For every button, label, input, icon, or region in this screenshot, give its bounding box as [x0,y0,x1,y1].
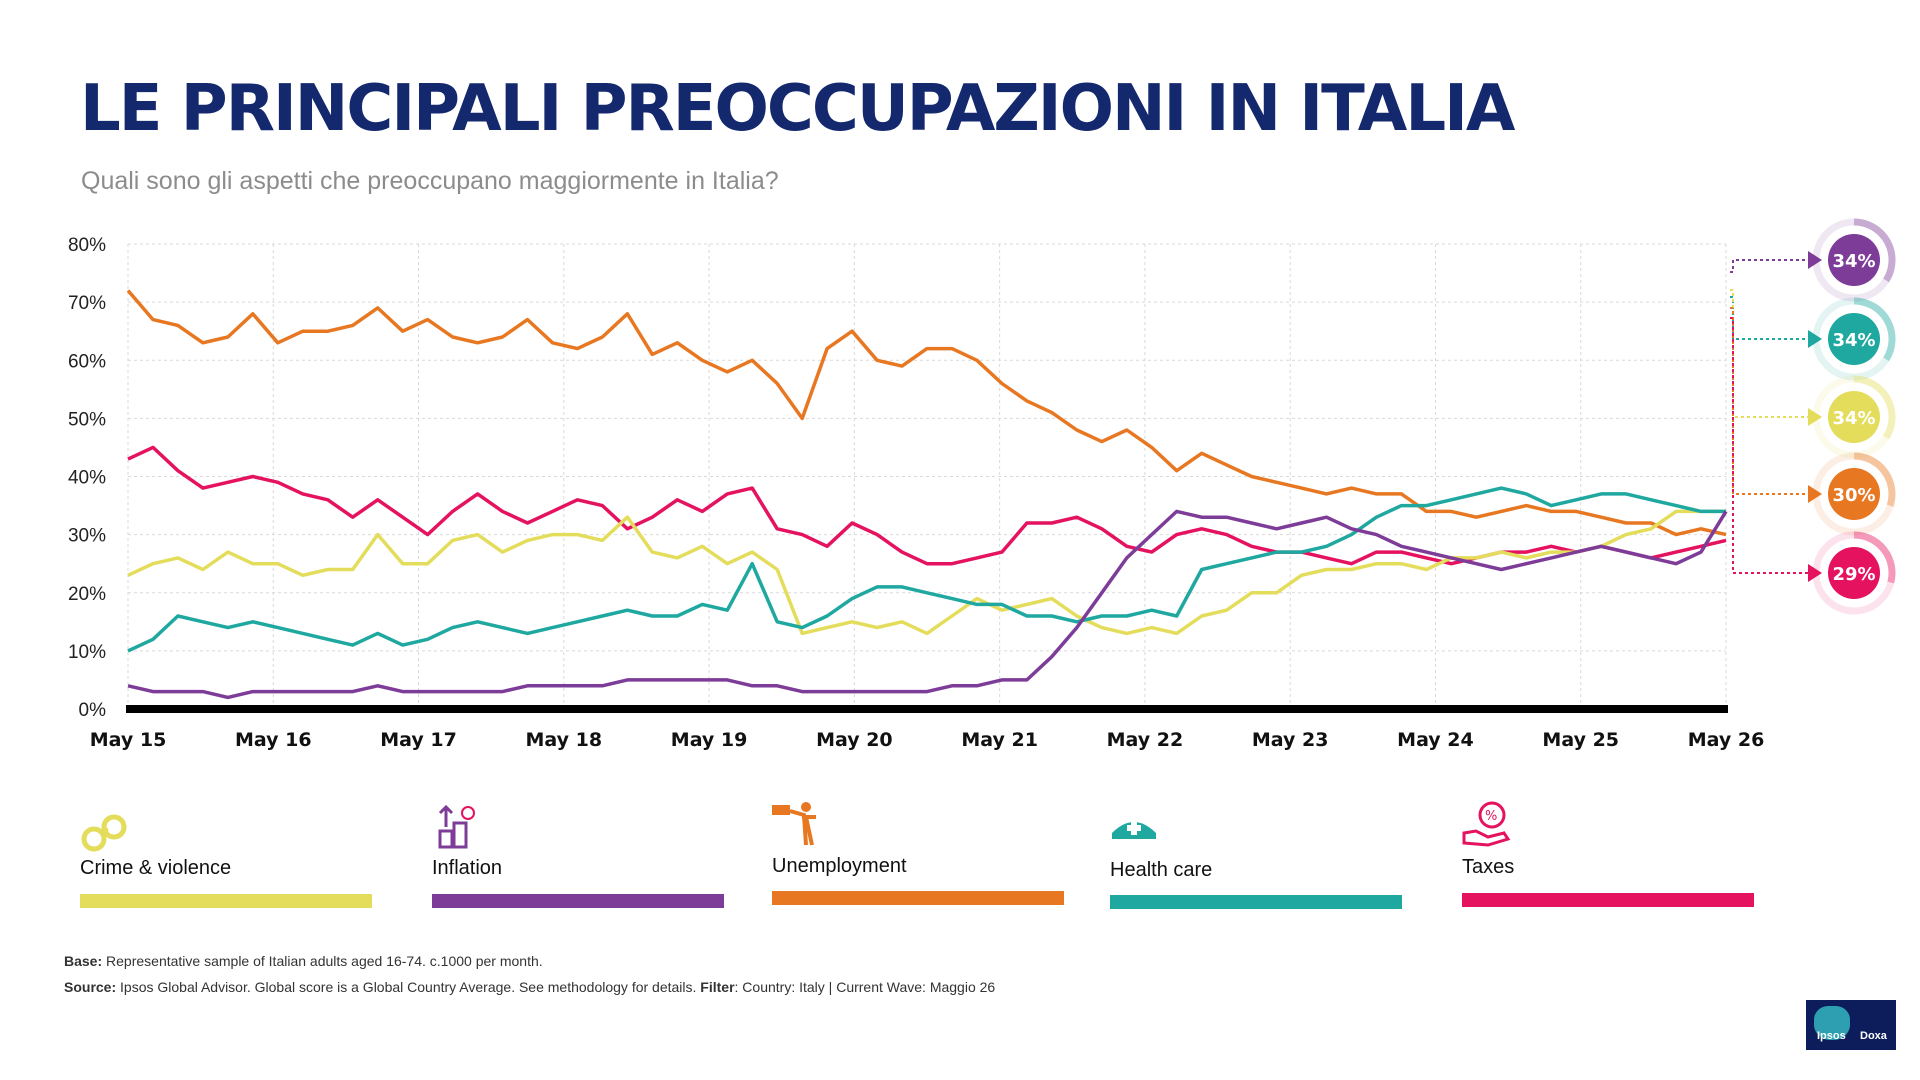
legend-swatch [772,891,1064,905]
legend-label: Taxes [1462,856,1515,878]
legend-swatch [1462,893,1754,907]
pointing-figure-icon [772,802,816,846]
value-badge [1828,234,1880,286]
badge-connector [1730,259,1810,273]
badge-arrowhead [1808,251,1822,269]
tax-hand-icon: % [1462,801,1511,847]
series-line-crime-violence [127,509,1726,636]
badge-arrowhead [1808,485,1822,503]
badge-ring-value [1853,531,1896,584]
legend-swatch [80,894,372,908]
badge-arrowhead [1808,564,1822,582]
series-line-health-care [127,486,1726,653]
handcuffs-icon [81,814,127,852]
x-tick-label: May 20 [816,729,893,751]
x-tick-label: May 16 [235,729,312,751]
footnote-base: Base: Representative sample of Italian a… [64,953,543,969]
y-tick-label: 0% [79,700,107,721]
x-tick-label: May 18 [526,729,603,751]
x-tick-label: May 26 [1688,729,1765,751]
x-tick-label: May 17 [380,729,457,751]
series-line-unemployment [126,289,1727,537]
value-badge [1828,391,1880,443]
ipsos-doxa-logo: Ipsos Doxa [1806,1000,1896,1050]
badge-connector [1730,296,1810,340]
footnote-source: Source: Ipsos Global Advisor. Global sco… [64,979,996,995]
x-tick-label: May 22 [1107,729,1184,751]
badge-ring-value [1853,297,1896,362]
badge-ring-track [1812,452,1896,536]
x-tick-label: May 15 [90,729,167,751]
legend-item-healthcare: Health care [1110,797,1410,917]
x-tick-label: May 23 [1252,729,1329,751]
badge-connector [1730,307,1810,495]
page-title: LE PRINCIPALI PREOCCUPAZIONI IN ITALIA [80,72,1515,146]
page-subtitle: Quali sono gli aspetti che preoccupano m… [81,167,779,195]
y-tick-label: 80% [68,235,106,256]
legend-label: Unemployment [772,855,907,877]
badge-ring-track [1812,375,1896,459]
value-badge-label: 29% [1832,564,1875,585]
y-tick-label: 10% [68,642,106,663]
legend-label: Inflation [432,857,503,879]
legend-label: Health care [1110,859,1213,881]
legend-item-inflation: Inflation [432,797,732,917]
badge-connector [1730,289,1810,418]
y-tick-label: 20% [68,584,106,605]
badge-ring-value [1853,218,1896,283]
y-tick-label: 60% [68,351,106,372]
x-tick-label: May 19 [671,729,748,751]
value-badge-label: 34% [1832,251,1875,272]
legend-item-unemployment: Unemployment [772,797,1072,917]
series-line-inflation [127,509,1728,700]
series-line-taxes [127,445,1727,566]
svg-text:%: % [1485,809,1497,824]
line-chart: 0%10%20%30%40%50%60%70%80% May 15 May 16 M… [68,218,1896,751]
value-badge-label: 34% [1832,408,1875,429]
x-axis-baseline [126,705,1728,713]
badge-ring-value [1853,375,1896,440]
x-tick-label: May 24 [1397,729,1474,751]
badge-ring-track [1812,531,1896,615]
value-badge [1828,547,1880,599]
series-lines [126,289,1728,700]
legend-swatch [432,894,724,908]
legend-item-taxes: % Taxes [1462,797,1762,917]
rising-coins-icon [438,804,475,849]
x-tick-label: May 21 [961,729,1038,751]
value-badge-label: 34% [1832,330,1875,351]
legend-label: Crime & violence [80,857,232,879]
badge-arrowhead [1808,408,1822,426]
value-badge [1828,468,1880,520]
current-value-badges: 34% 34% 34% 30% 29% [1730,218,1896,615]
x-axis-ticks: May 15 May 16 May 17 May 18 May 19 May 20 May … [90,729,1765,751]
value-badge [1828,313,1880,365]
value-badge-label: 30% [1832,485,1875,506]
y-tick-label: 30% [68,526,106,547]
y-tick-label: 40% [68,468,106,489]
badge-ring-track [1812,297,1896,381]
badge-arrowhead [1808,330,1822,348]
legend-swatch [1110,895,1402,909]
y-axis-ticks: 0% 10% 20% 30% 40% 50% 60% 70% 80% [68,235,106,721]
badge-ring-value [1853,452,1896,507]
badge-connector [1730,317,1810,574]
y-tick-label: 70% [68,293,106,314]
badge-ring-track [1812,218,1896,302]
x-tick-label: May 25 [1542,729,1619,751]
nurse-cap-icon [1112,821,1156,839]
legend-item-crime: Crime & violence [80,797,380,917]
y-tick-label: 50% [68,409,106,430]
